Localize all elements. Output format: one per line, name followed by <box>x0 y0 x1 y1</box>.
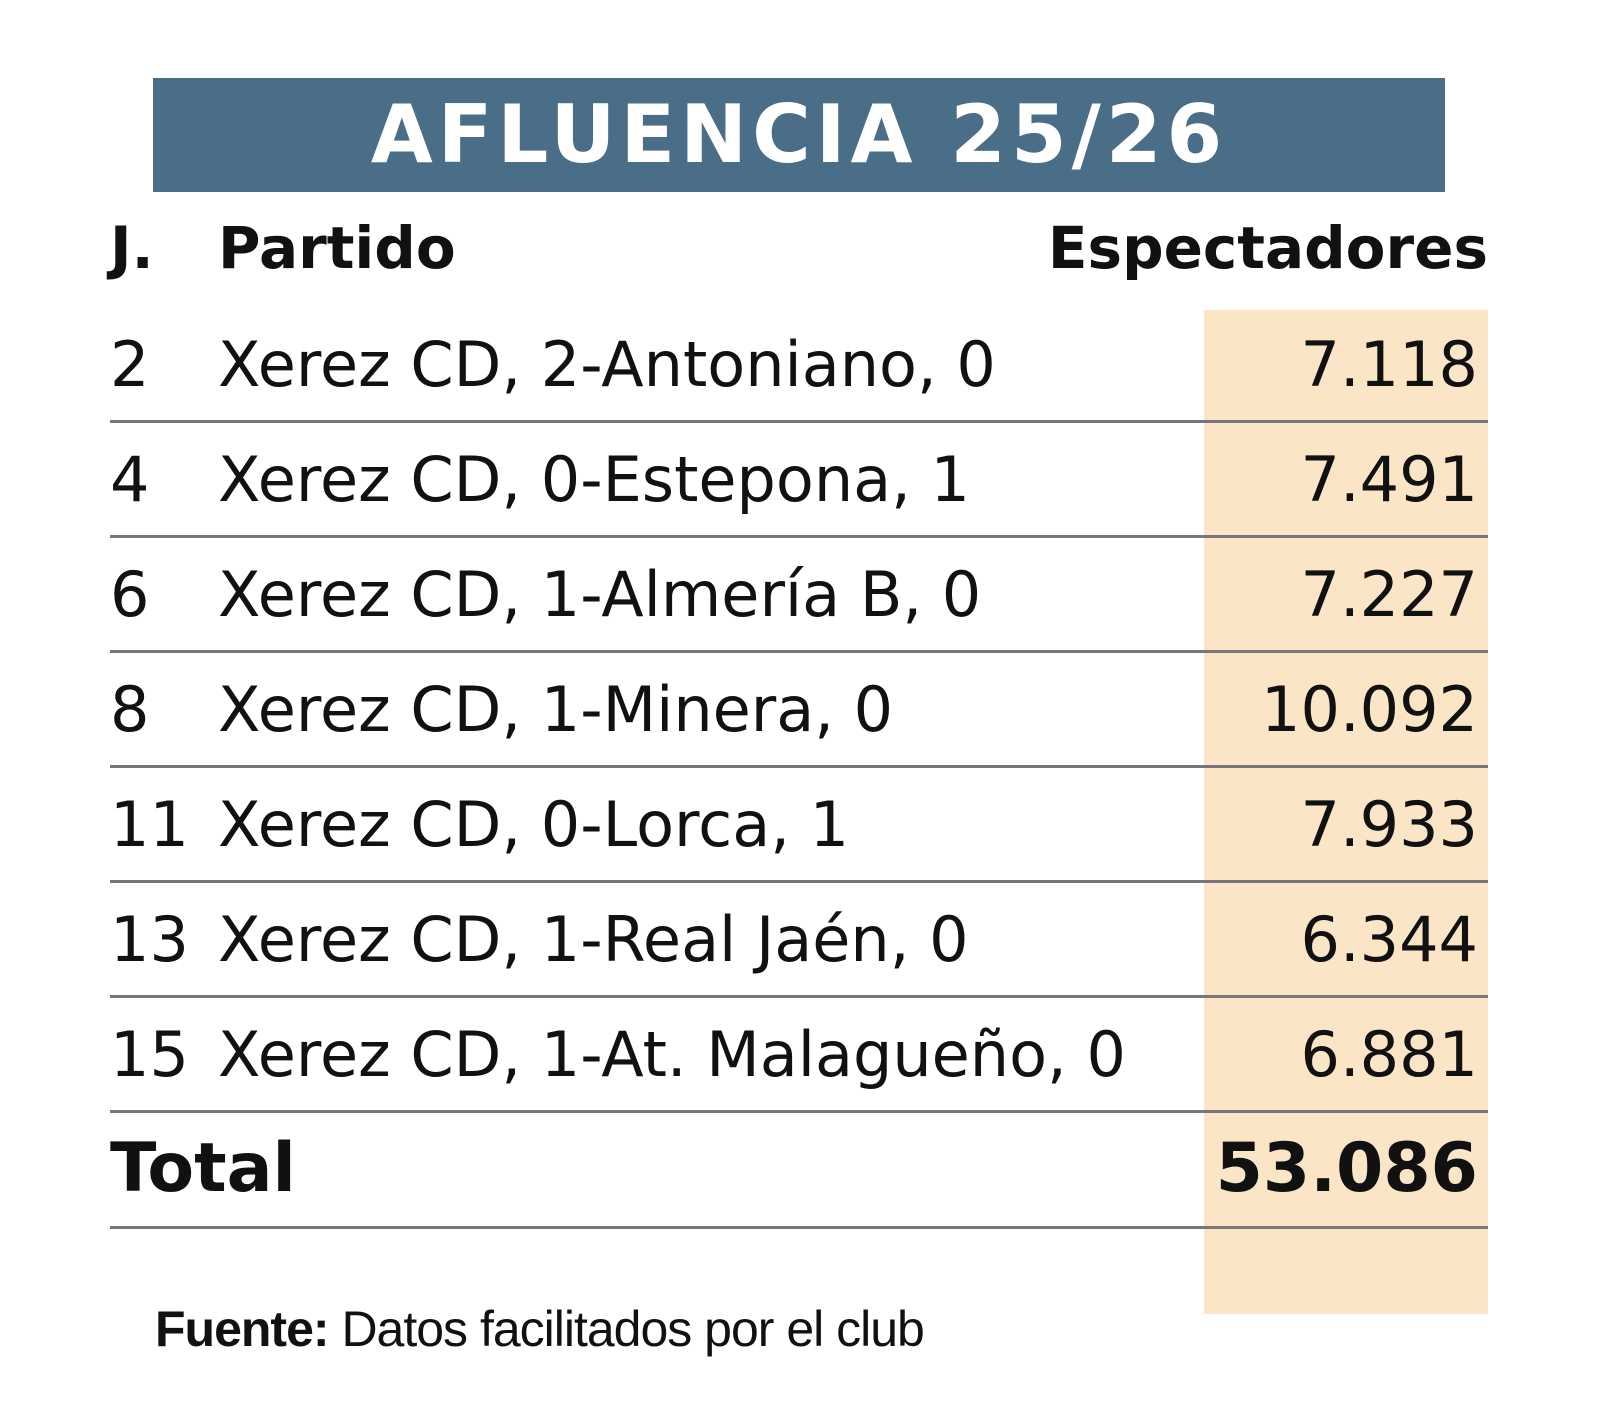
cell-espectadores: 7.227 <box>1300 558 1479 631</box>
cell-espectadores: 7.491 <box>1300 443 1479 516</box>
cell-partido: Xerez CD, 0-Estepona, 1 <box>218 443 970 516</box>
header-jornada: J. <box>110 214 154 282</box>
source-note: Fuente: Datos facilitados por el club <box>155 1300 925 1358</box>
cell-partido: Xerez CD, 1-At. Malagueño, 0 <box>218 1018 1126 1091</box>
cell-espectadores: 7.933 <box>1300 788 1479 861</box>
cell-espectadores: 6.881 <box>1300 1018 1479 1091</box>
table-row: 13 Xerez CD, 1-Real Jaén, 0 6.344 <box>110 883 1488 998</box>
highlight-column <box>1204 310 1488 1314</box>
cell-partido: Xerez CD, 1-Real Jaén, 0 <box>218 903 969 976</box>
cell-jornada: 11 <box>110 788 189 861</box>
source-label: Fuente: <box>155 1301 330 1357</box>
source-text: Datos facilitados por el club <box>328 1301 924 1357</box>
cell-partido: Xerez CD, 1-Minera, 0 <box>218 673 894 746</box>
table-row: 11 Xerez CD, 0-Lorca, 1 7.933 <box>110 768 1488 883</box>
table-row: 6 Xerez CD, 1-Almería B, 0 7.227 <box>110 538 1488 653</box>
cell-partido: Xerez CD, 1-Almería B, 0 <box>218 558 982 631</box>
total-row: Total 53.086 <box>110 1113 1488 1229</box>
table-row: 15 Xerez CD, 1-At. Malagueño, 0 6.881 <box>110 998 1488 1113</box>
table-row: 4 Xerez CD, 0-Estepona, 1 7.491 <box>110 423 1488 538</box>
cell-partido: Xerez CD, 2-Antoniano, 0 <box>218 328 996 401</box>
cell-jornada: 15 <box>110 1018 189 1091</box>
cell-jornada: 4 <box>110 443 150 516</box>
title-banner: AFLUENCIA 25/26 <box>153 78 1445 192</box>
attendance-table: J. Partido Espectadores 2 Xerez CD, 2-An… <box>110 196 1488 1314</box>
total-label: Total <box>110 1129 296 1208</box>
cell-espectadores: 7.118 <box>1300 328 1479 401</box>
cell-espectadores: 6.344 <box>1300 903 1479 976</box>
table-row: 2 Xerez CD, 2-Antoniano, 0 7.118 <box>110 308 1488 423</box>
table-body: 2 Xerez CD, 2-Antoniano, 0 7.118 4 Xerez… <box>110 308 1488 1229</box>
cell-jornada: 13 <box>110 903 189 976</box>
cell-partido: Xerez CD, 0-Lorca, 1 <box>218 788 850 861</box>
table-row: 8 Xerez CD, 1-Minera, 0 10.092 <box>110 653 1488 768</box>
table-header: J. Partido Espectadores <box>110 196 1488 308</box>
total-value: 53.086 <box>1215 1129 1478 1208</box>
header-partido: Partido <box>218 214 456 282</box>
cell-espectadores: 10.092 <box>1261 673 1478 746</box>
table-title: AFLUENCIA 25/26 <box>370 88 1228 181</box>
header-espectadores: Espectadores <box>1047 214 1488 282</box>
cell-jornada: 6 <box>110 558 150 631</box>
cell-jornada: 2 <box>110 328 150 401</box>
cell-jornada: 8 <box>110 673 150 746</box>
